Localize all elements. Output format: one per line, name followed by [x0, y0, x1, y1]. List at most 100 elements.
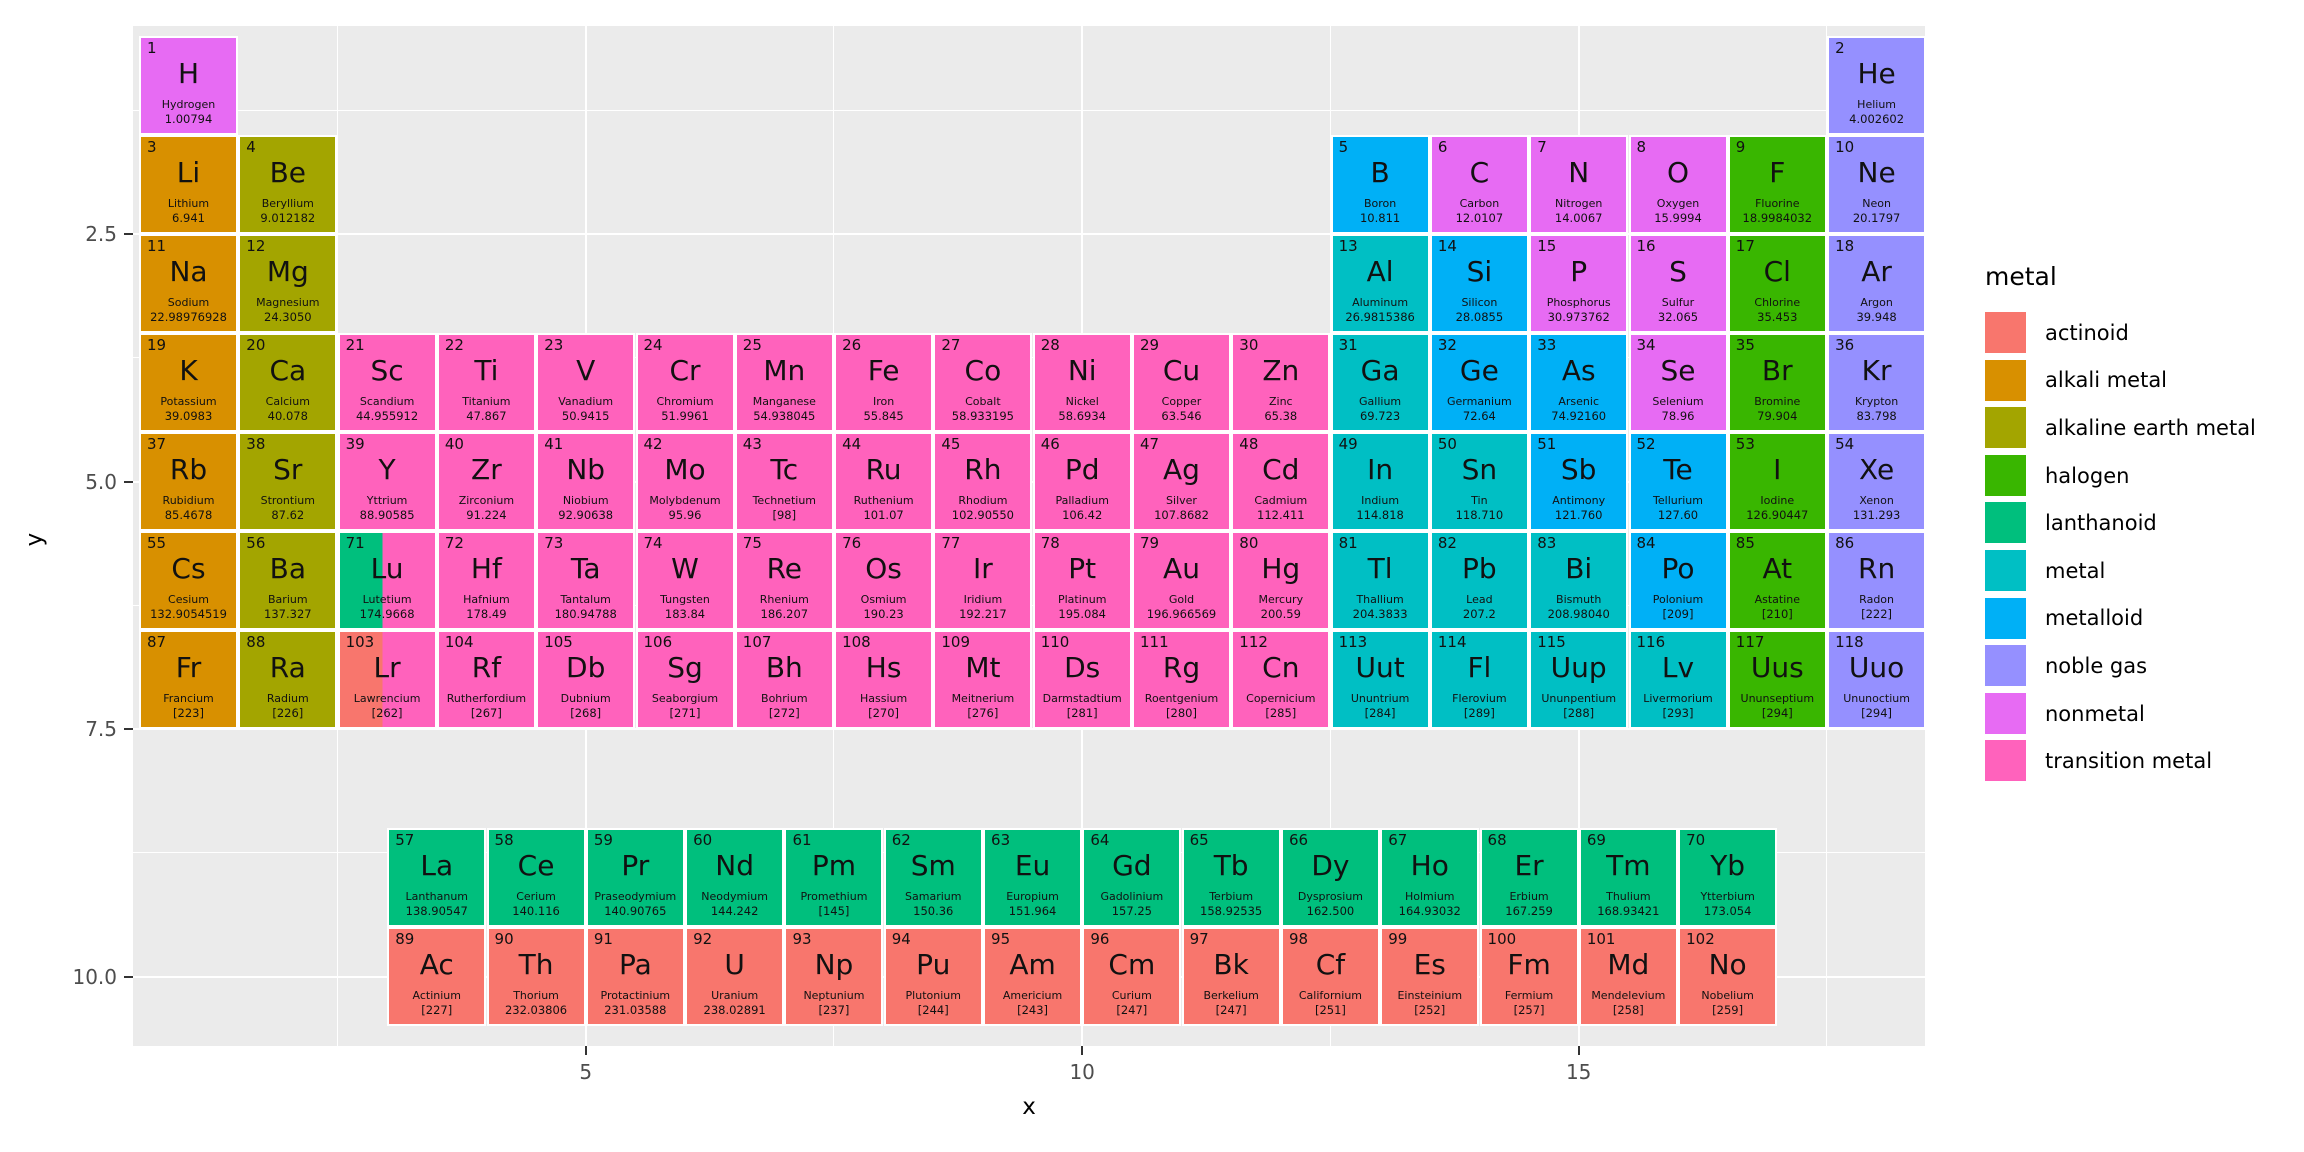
- v-gridline: [833, 26, 835, 1046]
- element-symbol: Rb: [169, 453, 208, 486]
- element-symbol: Sg: [667, 651, 703, 684]
- element-name: Potassium: [160, 395, 217, 408]
- atomic-mass: 112.411: [1257, 508, 1305, 522]
- atomic-number: 88: [246, 633, 266, 651]
- atomic-mass: 6.941: [172, 211, 205, 225]
- element-tile-Re: 75 Re Rhenium 186.207: [736, 533, 832, 628]
- element-symbol: Eu: [1014, 849, 1051, 882]
- atomic-mass: 204.3833: [1352, 607, 1408, 621]
- element-tile-Pu: 94 Pu Plutonium [244]: [885, 929, 981, 1024]
- atomic-number: 53: [1735, 435, 1755, 453]
- y-axis-tick: [124, 728, 133, 730]
- element-symbol: Ru: [865, 453, 902, 486]
- element-name: Livermorium: [1643, 692, 1713, 705]
- element-tile-Cn: 112 Cn Copernicium [285]: [1233, 632, 1329, 727]
- element-symbol: Bh: [765, 651, 803, 684]
- atomic-mass: 63.546: [1161, 409, 1202, 423]
- element-name: Plutonium: [905, 989, 961, 1002]
- element-name: Neon: [1862, 197, 1891, 210]
- y-tick-label: 10.0: [72, 964, 117, 989]
- element-tile-As: 33 As Arsenic 74.92160: [1531, 335, 1627, 430]
- atomic-mass: [293]: [1662, 706, 1694, 720]
- element-tile-Yb: 70 Yb Ytterbium 173.054: [1680, 830, 1776, 925]
- element-name: Zinc: [1268, 395, 1293, 408]
- element-tile-Rb: 37 Rb Rubidium 85.4678: [141, 434, 236, 529]
- element-name: Thorium: [513, 989, 559, 1002]
- element-symbol: Pu: [916, 948, 951, 981]
- element-symbol: Sc: [370, 354, 404, 387]
- atomic-number: 6: [1437, 138, 1448, 156]
- atomic-mass: 12.0107: [1455, 211, 1504, 225]
- atomic-mass: 127.60: [1657, 508, 1699, 522]
- element-symbol: Lv: [1661, 651, 1695, 684]
- element-tile-Lr: 103 Lr Lawrencium [262]: [339, 632, 435, 727]
- element-symbol: Te: [1663, 453, 1693, 486]
- atomic-mass: 151.964: [1008, 904, 1057, 918]
- element-symbol: In: [1367, 453, 1394, 486]
- element-name: Indium: [1361, 494, 1400, 507]
- element-symbol: Cl: [1763, 255, 1791, 288]
- atomic-mass: 144.242: [710, 904, 759, 918]
- element-tile-Ra: 88 Ra Radium [226]: [240, 632, 336, 727]
- atomic-number: 69: [1586, 831, 1606, 849]
- atomic-number: 39: [345, 435, 365, 453]
- element-name: Germanium: [1446, 395, 1512, 408]
- atomic-mass: 106.42: [1062, 508, 1103, 522]
- atomic-number: 115: [1537, 633, 1566, 651]
- atomic-mass: [252]: [1414, 1003, 1446, 1017]
- atomic-number: 62: [891, 831, 911, 849]
- element-symbol: B: [1370, 156, 1390, 189]
- atomic-mass: 173.054: [1703, 904, 1752, 918]
- atomic-number: 91: [593, 930, 613, 948]
- atomic-mass: 83.798: [1856, 409, 1897, 423]
- element-tile-Mn: 25 Mn Manganese 54.938045: [736, 335, 832, 430]
- atomic-mass: 50.9415: [561, 409, 610, 423]
- element-name: Tantalum: [560, 593, 611, 606]
- element-name: Holmium: [1404, 890, 1455, 903]
- atomic-number: 48: [1239, 435, 1259, 453]
- element-symbol: Cf: [1315, 948, 1346, 981]
- element-name: Sodium: [167, 296, 210, 309]
- element-tile-Hs: 108 Hs Hassium [270]: [836, 632, 932, 727]
- element-name: Chlorine: [1754, 296, 1801, 309]
- element-name: Lawrencium: [353, 692, 421, 705]
- element-name: Hydrogen: [161, 98, 216, 111]
- element-tile-Pm: 61 Pm Promethium [145]: [786, 830, 882, 925]
- element-name: Selenium: [1652, 395, 1704, 408]
- atomic-number: 80: [1239, 534, 1259, 552]
- atomic-mass: 138.90547: [405, 904, 468, 918]
- element-tile-Cf: 98 Cf Californium [251]: [1282, 929, 1378, 1024]
- element-tile-P: 15 P Phosphorus 30.973762: [1531, 236, 1627, 331]
- atomic-mass: [98]: [772, 508, 797, 522]
- element-tile-Pt: 78 Pt Platinum 195.084: [1034, 533, 1130, 628]
- element-tile-Mt: 109 Mt Meitnerium [276]: [935, 632, 1031, 727]
- atomic-mass: [289]: [1463, 706, 1495, 720]
- y-axis-tick: [124, 233, 133, 235]
- element-tile-Zn: 30 Zn Zinc 65.38: [1233, 335, 1329, 430]
- atomic-number: 90: [494, 930, 514, 948]
- atomic-mass: [210]: [1761, 607, 1793, 621]
- atomic-mass: [271]: [669, 706, 701, 720]
- atomic-number: 46: [1040, 435, 1060, 453]
- element-tile-Ta: 73 Ta Tantalum 180.94788: [538, 533, 634, 628]
- element-name: Carbon: [1459, 197, 1500, 210]
- atomic-number: 13: [1338, 237, 1358, 255]
- y-axis-tick: [124, 975, 133, 978]
- element-name: Magnesium: [256, 296, 320, 309]
- atomic-mass: [270]: [868, 706, 900, 720]
- atomic-number: 57: [395, 831, 415, 849]
- element-symbol: Am: [1009, 948, 1056, 981]
- element-symbol: Dy: [1311, 849, 1350, 882]
- atomic-number: 113: [1338, 633, 1368, 651]
- x-axis-title: x: [1022, 1094, 1036, 1120]
- element-symbol: Nb: [566, 453, 606, 486]
- element-name: Yttrium: [366, 494, 408, 507]
- element-name: Terbium: [1209, 890, 1254, 903]
- element-tile-Sb: 51 Sb Antimony 121.760: [1531, 434, 1627, 529]
- element-name: Europium: [1006, 890, 1059, 903]
- element-symbol: Ge: [1459, 354, 1499, 387]
- element-name: Cesium: [168, 593, 209, 606]
- element-symbol: Be: [269, 156, 307, 189]
- legend-swatch: [1985, 502, 2026, 544]
- element-name: Argon: [1860, 296, 1893, 309]
